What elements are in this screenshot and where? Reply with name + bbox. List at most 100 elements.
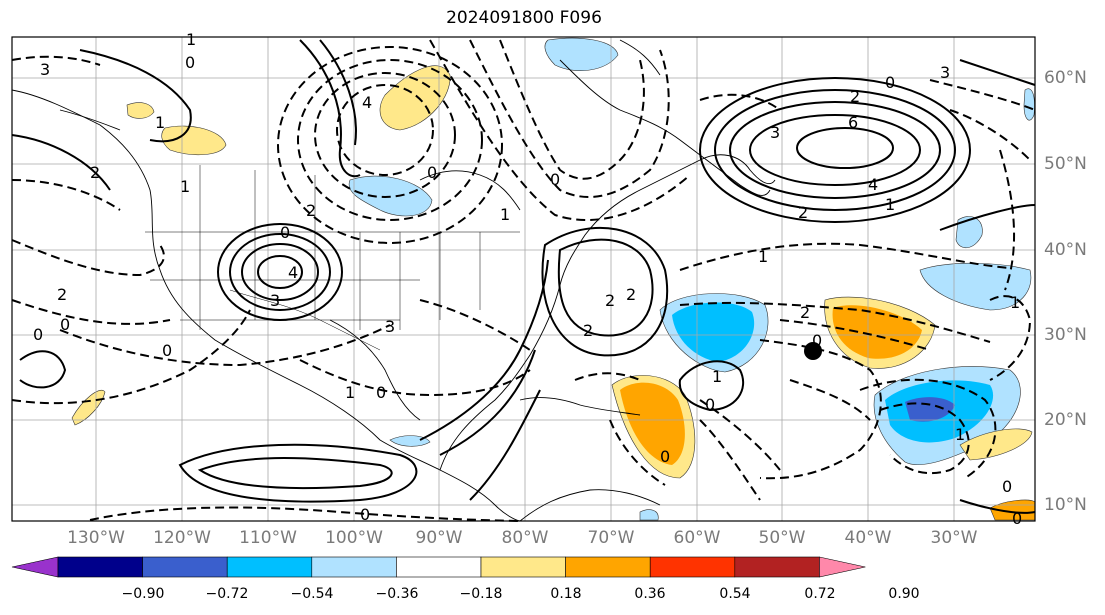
- contour-label: 0: [360, 505, 370, 524]
- lon-label: 30°W: [930, 528, 978, 548]
- contour-label: 1: [955, 425, 965, 444]
- contour-label: 1: [180, 177, 190, 196]
- colorbar-tick-label: −0.18: [459, 586, 503, 602]
- shaded-anomalies: [71, 37, 1036, 521]
- shade-blue-atl4: [919, 262, 1032, 311]
- contour-label: 0: [162, 341, 172, 360]
- shade-blue-atl1-inner: [672, 302, 755, 362]
- shade-blue-carib-small: [639, 509, 659, 521]
- contour-label: 4: [362, 93, 372, 112]
- graticule: [12, 37, 1035, 521]
- contour-labels: 3 0 4 2 0 3 2 0 6 4 1 2 1 2 1 0 4 3 3 0 …: [33, 30, 1022, 528]
- lon-label: 120°W: [153, 528, 211, 548]
- contour-label: 0: [1012, 509, 1022, 528]
- colorbar-segment: [565, 556, 651, 578]
- contour-label: 1: [1010, 293, 1020, 312]
- shade-blue-greenland: [544, 37, 619, 71]
- shade-yellow-pacific1: [161, 125, 227, 156]
- lon-label: 100°W: [325, 528, 383, 548]
- shade-yellow-rockies: [379, 65, 451, 131]
- contour-label: 2: [57, 285, 67, 304]
- contour-label: 1: [186, 30, 196, 49]
- colorbar-tick-label: 0.36: [634, 586, 666, 602]
- lon-label: 110°W: [239, 528, 297, 548]
- contours-positive: [11, 39, 1036, 514]
- colorbar: [11, 556, 866, 578]
- lon-label: 130°W: [67, 528, 125, 548]
- colorbar-extend-low: [11, 556, 59, 578]
- lat-label: 40°N: [1044, 240, 1087, 260]
- shade-yellow-pacific2: [126, 102, 155, 119]
- contour-label: 2: [798, 203, 808, 222]
- colorbar-segment: [734, 556, 820, 578]
- colorbar-segment: [480, 556, 566, 578]
- colorbar-tick-label: 0.18: [550, 586, 582, 602]
- colorbar-segment: [311, 556, 397, 578]
- shade-blue-greatlakes: [348, 175, 433, 217]
- contour-label: 1: [712, 367, 722, 386]
- lat-label: 30°N: [1044, 325, 1087, 345]
- shade-blue-atl3-inner: [905, 397, 955, 422]
- colorbar-tick-label: 0.54: [719, 586, 751, 602]
- colorbar-tick-label: −0.36: [375, 586, 419, 602]
- contour-label: 1: [345, 383, 355, 402]
- contour-label: 0: [1002, 477, 1012, 496]
- contour-label: 4: [868, 175, 878, 194]
- contour-label: 2: [800, 303, 810, 322]
- colorbar-tick-label: 0.90: [888, 586, 920, 602]
- lat-label: 20°N: [1044, 410, 1087, 430]
- map-frame: [11, 36, 1036, 522]
- contour-label: 2: [605, 291, 615, 310]
- contour-label: 0: [550, 170, 560, 189]
- contour-label: 0: [280, 223, 290, 242]
- colorbar-tick-label: 0.72: [804, 586, 836, 602]
- contour-label: 0: [185, 53, 195, 72]
- shade-blue-atl5: [955, 216, 983, 248]
- contour-label: 2: [626, 285, 636, 304]
- contour-label: 0: [660, 447, 670, 466]
- lon-label: 60°W: [673, 528, 721, 548]
- shade-blue-east: [1023, 88, 1035, 121]
- contour-label: 0: [885, 73, 895, 92]
- lon-label: 40°W: [844, 528, 892, 548]
- storm-position-dot: [804, 342, 822, 360]
- colorbar-segment: [57, 556, 143, 578]
- contour-label: 2: [306, 201, 316, 220]
- contour-label: 0: [812, 331, 822, 350]
- contour-label: 3: [40, 60, 50, 79]
- lon-label: 90°W: [415, 528, 463, 548]
- colorbar-segment: [226, 556, 313, 578]
- contour-label: 1: [885, 195, 895, 214]
- contour-label: 0: [33, 325, 43, 344]
- colorbar-tick-label: −0.72: [205, 586, 249, 602]
- colorbar-segment: [396, 556, 482, 578]
- lon-label: 80°W: [501, 528, 549, 548]
- contour-label: 3: [770, 123, 780, 142]
- colorbar-segment: [142, 556, 228, 578]
- colorbar-extend-high: [819, 556, 866, 578]
- contours-negative: [11, 39, 1036, 522]
- lon-label: 50°W: [758, 528, 806, 548]
- contour-label: 2: [90, 163, 100, 182]
- contour-label: 1: [500, 205, 510, 224]
- lat-label: 60°N: [1044, 68, 1087, 88]
- shade-orange-atl2-inner: [832, 305, 922, 359]
- shade-orange-carib-inner: [620, 382, 685, 465]
- shade-blue-pacific-small: [389, 435, 431, 447]
- contour-label: 2: [850, 87, 860, 106]
- contour-label: 0: [376, 383, 386, 402]
- contour-label: 0: [60, 315, 70, 334]
- contour-label: 1: [155, 113, 165, 132]
- borders: [145, 165, 520, 351]
- contour-label: 3: [270, 291, 280, 310]
- contour-label: 3: [385, 317, 395, 336]
- contour-label: 4: [288, 263, 298, 282]
- contour-label: 0: [427, 163, 437, 182]
- contour-label: 1: [758, 247, 768, 266]
- lon-label: 70°W: [587, 528, 635, 548]
- map-title: 2024091800 F096: [446, 8, 602, 28]
- contour-label: 2: [583, 321, 593, 340]
- shade-yellow-east: [959, 428, 1033, 461]
- contour-label: 6: [848, 113, 858, 132]
